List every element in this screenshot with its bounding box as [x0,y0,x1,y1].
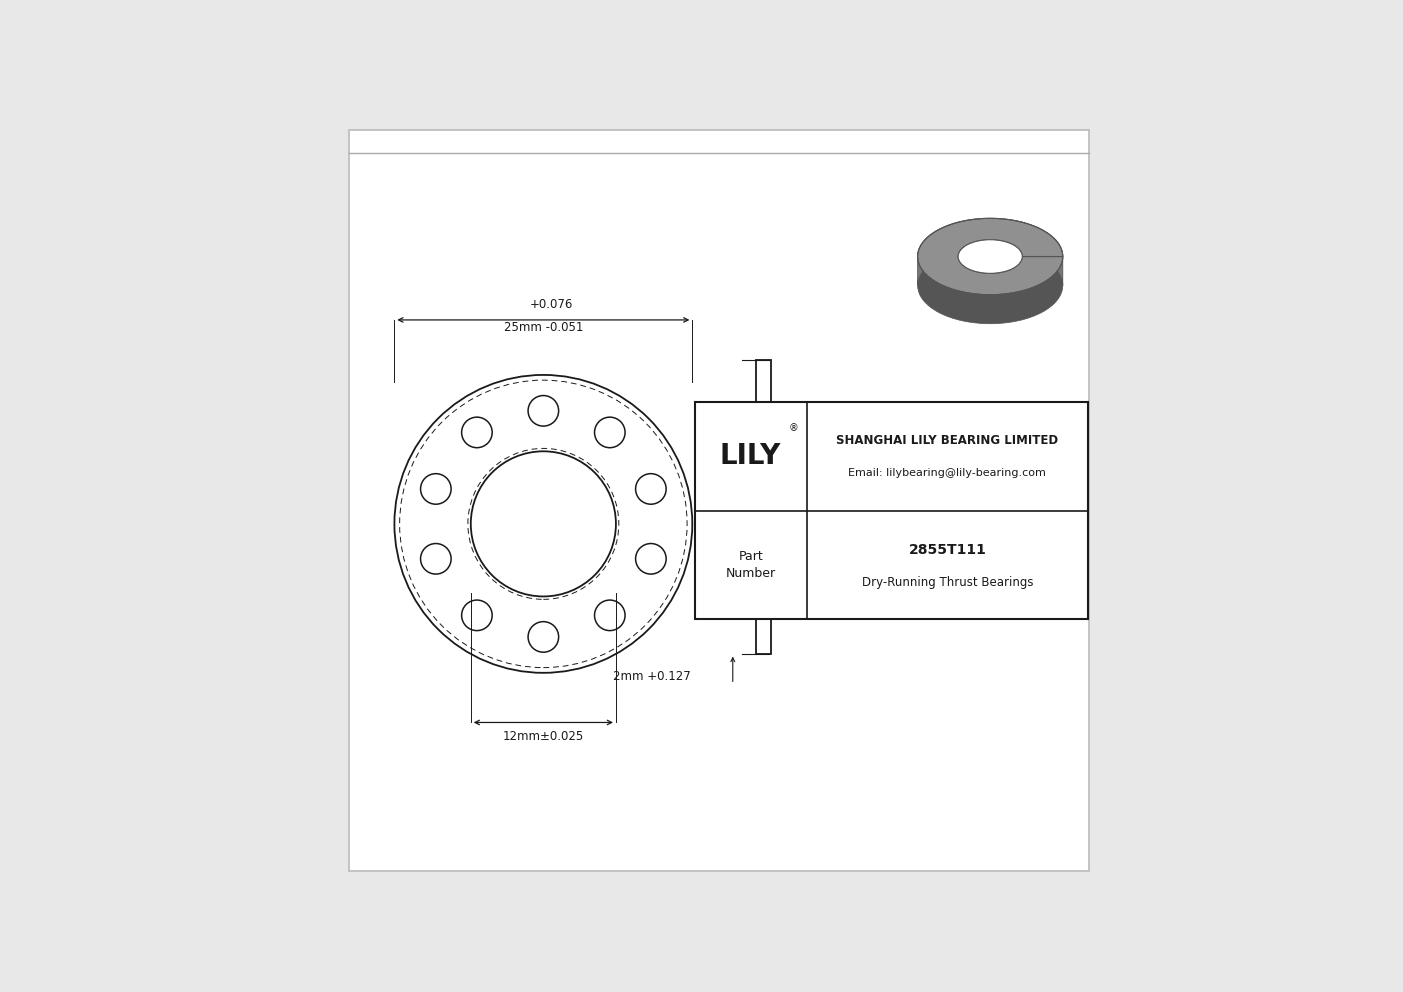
Polygon shape [918,218,1062,295]
Polygon shape [958,240,1023,286]
Text: SHANGHAI LILY BEARING LIMITED: SHANGHAI LILY BEARING LIMITED [836,434,1058,447]
Text: Email: lilybearing@lily-bearing.com: Email: lilybearing@lily-bearing.com [849,468,1047,478]
Text: 25mm -0.051: 25mm -0.051 [504,321,584,334]
Text: ®: ® [788,423,798,433]
Text: +0.076: +0.076 [529,298,572,310]
Bar [694,402,1087,619]
Text: LILY: LILY [720,442,781,470]
Text: 12mm±0.025: 12mm±0.025 [502,730,584,743]
Polygon shape [918,218,1062,286]
Text: 2855T111: 2855T111 [908,543,986,557]
Text: 2mm +0.127: 2mm +0.127 [613,671,690,683]
Text: Dry-Running Thrust Bearings: Dry-Running Thrust Bearings [861,575,1033,589]
Ellipse shape [918,247,1062,323]
Text: Part
Number: Part Number [725,550,776,580]
Ellipse shape [958,240,1023,274]
Bar [756,360,772,654]
